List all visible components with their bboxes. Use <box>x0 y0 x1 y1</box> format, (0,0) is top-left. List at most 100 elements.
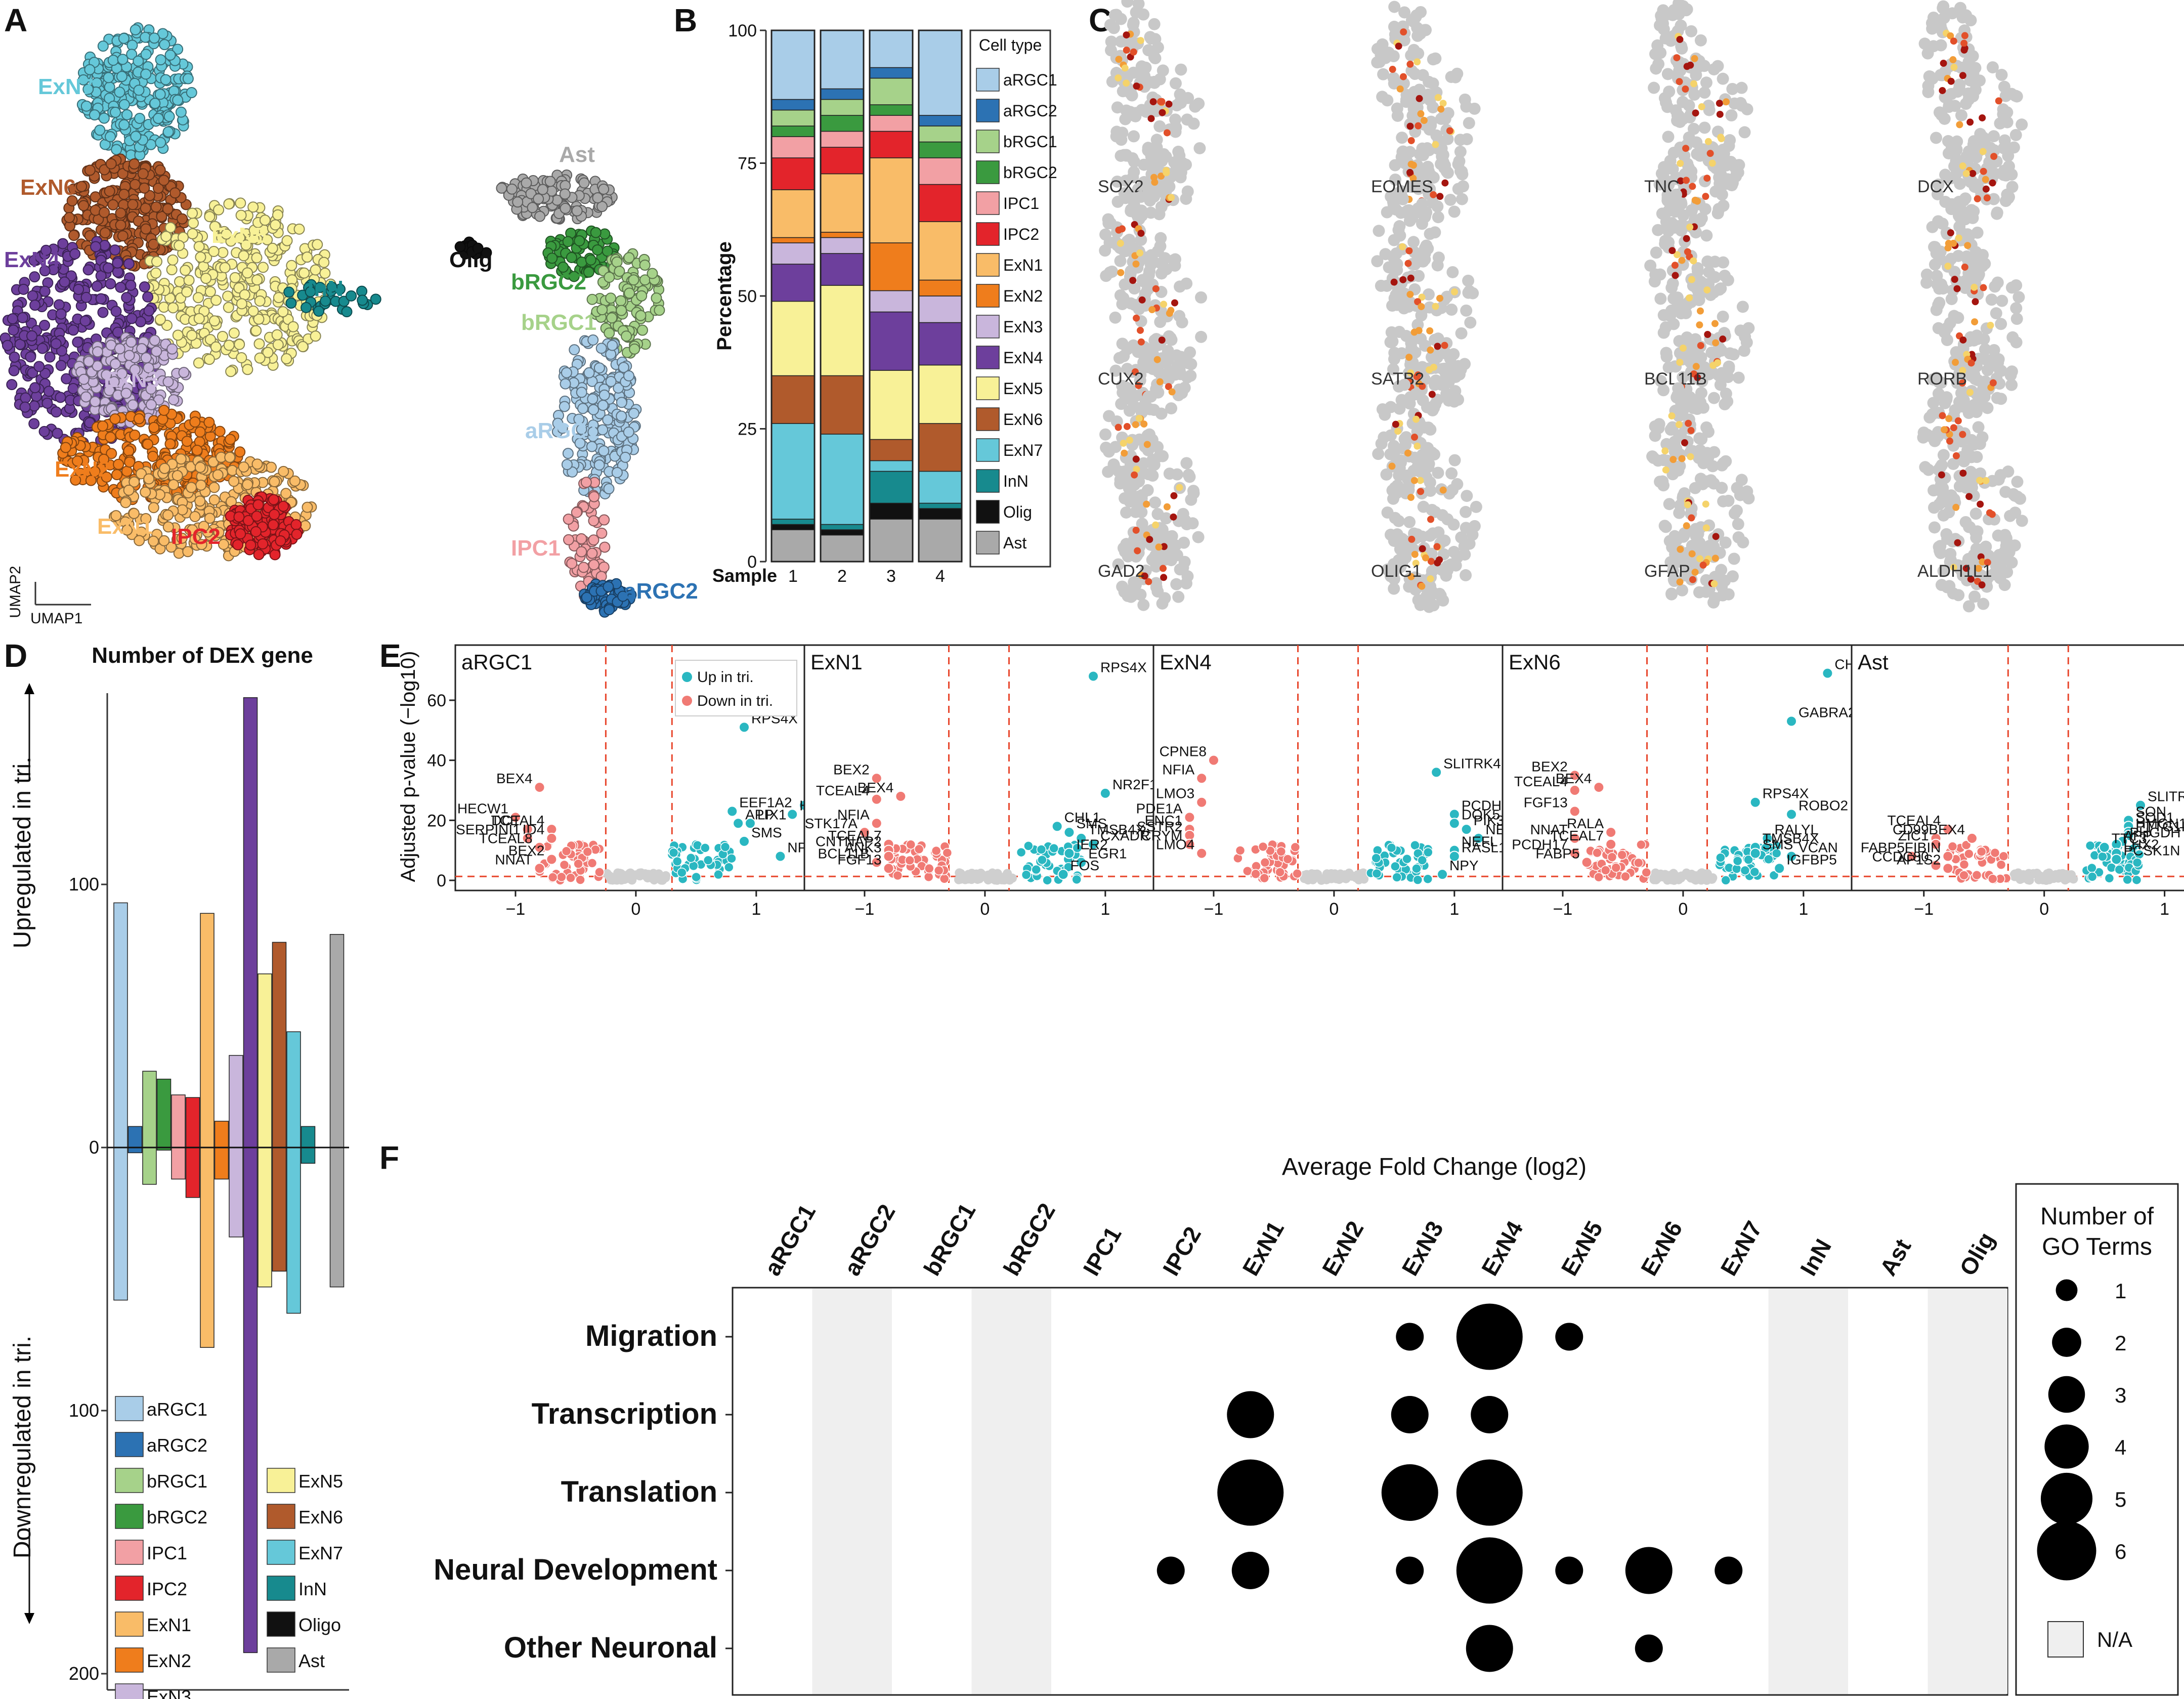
feature-plot-expr <box>1952 359 1959 366</box>
feature-plot-expr <box>1686 294 1693 302</box>
panel-letter-D: D <box>4 638 27 674</box>
umap-cluster-IPC1-point <box>598 561 610 573</box>
feature-plot-expr <box>1427 575 1434 582</box>
panel-letter-B: B <box>674 2 697 38</box>
umap-cluster-ExN6-point <box>99 227 111 239</box>
feature-plot-cell <box>1717 256 1730 269</box>
umap-cluster-ExN4-point <box>91 280 103 292</box>
umap-cluster-ExN6-point <box>115 207 126 219</box>
feature-plot-cell <box>1712 203 1725 216</box>
feature-plot-cell <box>1732 518 1744 530</box>
feature-plot-expr <box>1702 500 1709 508</box>
feature-plot-cell <box>1398 378 1411 391</box>
feature-plot-expr <box>1668 412 1676 419</box>
feature-plot-expr <box>1416 95 1423 102</box>
feature-plot-expr <box>1960 46 1968 54</box>
umap-cluster-ExN4-point <box>102 262 114 274</box>
umap-cluster-bRGC1-point <box>586 293 598 305</box>
feature-plot-cell <box>1116 337 1129 350</box>
feature-plot-expr <box>1436 193 1444 200</box>
umap-cluster-ExN5-point <box>262 234 273 245</box>
umap-cluster-ExN6-point <box>144 190 155 201</box>
feature-plot-cell <box>1682 161 1695 174</box>
umap-cluster-ExN5-point <box>293 223 305 235</box>
umap-cluster-ExN1-point <box>158 535 170 546</box>
umap-cluster-ExN4-point <box>9 351 20 363</box>
feature-plot-cell <box>1701 447 1714 459</box>
feature-plot-cell <box>1424 228 1436 240</box>
feature-plot-expr <box>1399 243 1406 250</box>
feature-plot-cell <box>1168 254 1180 267</box>
umap-cluster-ExN4-point <box>126 313 138 324</box>
umap-cluster-ExN5-point <box>254 295 266 307</box>
feature-plot-expr <box>1400 28 1407 36</box>
feature-plot-cell <box>1436 111 1449 124</box>
feature-plot-expr <box>1441 179 1449 187</box>
feature-plot-expr <box>1714 359 1722 366</box>
feature-plot-cell <box>1115 398 1128 410</box>
panel-b-legend-title: Cell type <box>979 36 1042 54</box>
umap-cluster-ExN6-point <box>140 202 151 214</box>
umap-cluster-InN-point <box>346 290 357 302</box>
umap-cluster-ExN4-point <box>27 290 38 302</box>
umap-cluster-ExN5-point <box>234 232 246 244</box>
bar-segment-ExN6-sample-2 <box>820 375 864 435</box>
feature-plot-expr <box>1414 58 1421 66</box>
feature-plot-cell <box>1452 393 1465 406</box>
umap-cluster-ExN4-point <box>73 284 84 295</box>
feature-plot-cell <box>1128 579 1140 592</box>
umap-label-aRGC2: aRGC2 <box>624 579 698 604</box>
umap-cluster-ExN7-point <box>133 84 145 96</box>
feature-plot-cell <box>1659 521 1672 533</box>
legend-label-ExN3: ExN3 <box>1003 318 1043 336</box>
umap-cluster-ExN5-point <box>247 305 259 317</box>
feature-plot-cell <box>1170 349 1183 362</box>
umap-cluster-ExN4-point <box>121 292 133 304</box>
umap-cluster-ExN2-point <box>133 413 145 424</box>
feature-plot-cell <box>1662 225 1675 237</box>
umap-cluster-ExN5-point <box>253 338 265 350</box>
feature-plot-cell <box>1708 392 1721 404</box>
umap-cluster-ExN7-point <box>103 72 114 83</box>
feature-plot-cell <box>1990 307 2002 320</box>
umap-cluster-ExN4-point <box>143 305 155 317</box>
umap-cluster-bRGC2-point <box>574 235 585 246</box>
feature-plot-expr <box>1126 437 1133 444</box>
feature-plot-cell <box>1917 426 1930 439</box>
feature-plot-expr <box>1956 121 1963 129</box>
feature-plot-cell <box>1396 132 1408 144</box>
feature-plot-cell <box>1665 587 1678 600</box>
umap-cluster-InN <box>283 279 381 318</box>
feature-plot-expr <box>1437 105 1445 113</box>
feature-plot-cell <box>1146 554 1159 566</box>
umap-cluster-ExN1-point <box>195 479 207 491</box>
feature-plot-cell <box>1742 492 1755 504</box>
umap-cluster-Ast-point <box>578 177 590 189</box>
feature-plot-cell <box>1664 423 1677 436</box>
feature-plot-cell <box>1195 330 1208 343</box>
bar-segment-ExN6-sample-3 <box>869 439 913 461</box>
umap-cluster-ExN4-point <box>14 338 26 350</box>
umap-cluster-ExN4-point <box>28 400 40 412</box>
umap-cluster-ExN4-point <box>67 324 79 336</box>
umap-cluster-ExN7-point <box>118 99 130 110</box>
feature-plot-cell <box>1732 371 1745 384</box>
umap-cluster-ExN4-point <box>55 308 67 320</box>
feature-plot-cell <box>1685 205 1698 218</box>
umap-cluster-ExN2-point <box>158 405 170 416</box>
feature-plot-expr <box>1688 550 1696 558</box>
feature-plot-expr <box>1152 521 1160 529</box>
feature-plot-expr <box>1439 486 1447 494</box>
umap-label-ExN2: ExN2 <box>55 457 110 482</box>
umap-cluster-ExN4-point <box>50 338 62 350</box>
feature-plot-cell <box>1099 428 1111 441</box>
bar-segment-IPC2-sample-2 <box>820 147 864 175</box>
umap-cluster-ExN7-point <box>152 113 164 124</box>
feature-plot-expr <box>1699 561 1707 569</box>
umap-cluster-ExN5-point <box>258 262 269 273</box>
umap-cluster-ExN2-point <box>203 416 215 428</box>
feature-plot-cell <box>1432 211 1444 224</box>
feature-plot-cell <box>1700 76 1712 89</box>
umap-cluster-ExN6-point <box>76 181 88 192</box>
umap-cluster-ExN5-point <box>193 241 205 252</box>
